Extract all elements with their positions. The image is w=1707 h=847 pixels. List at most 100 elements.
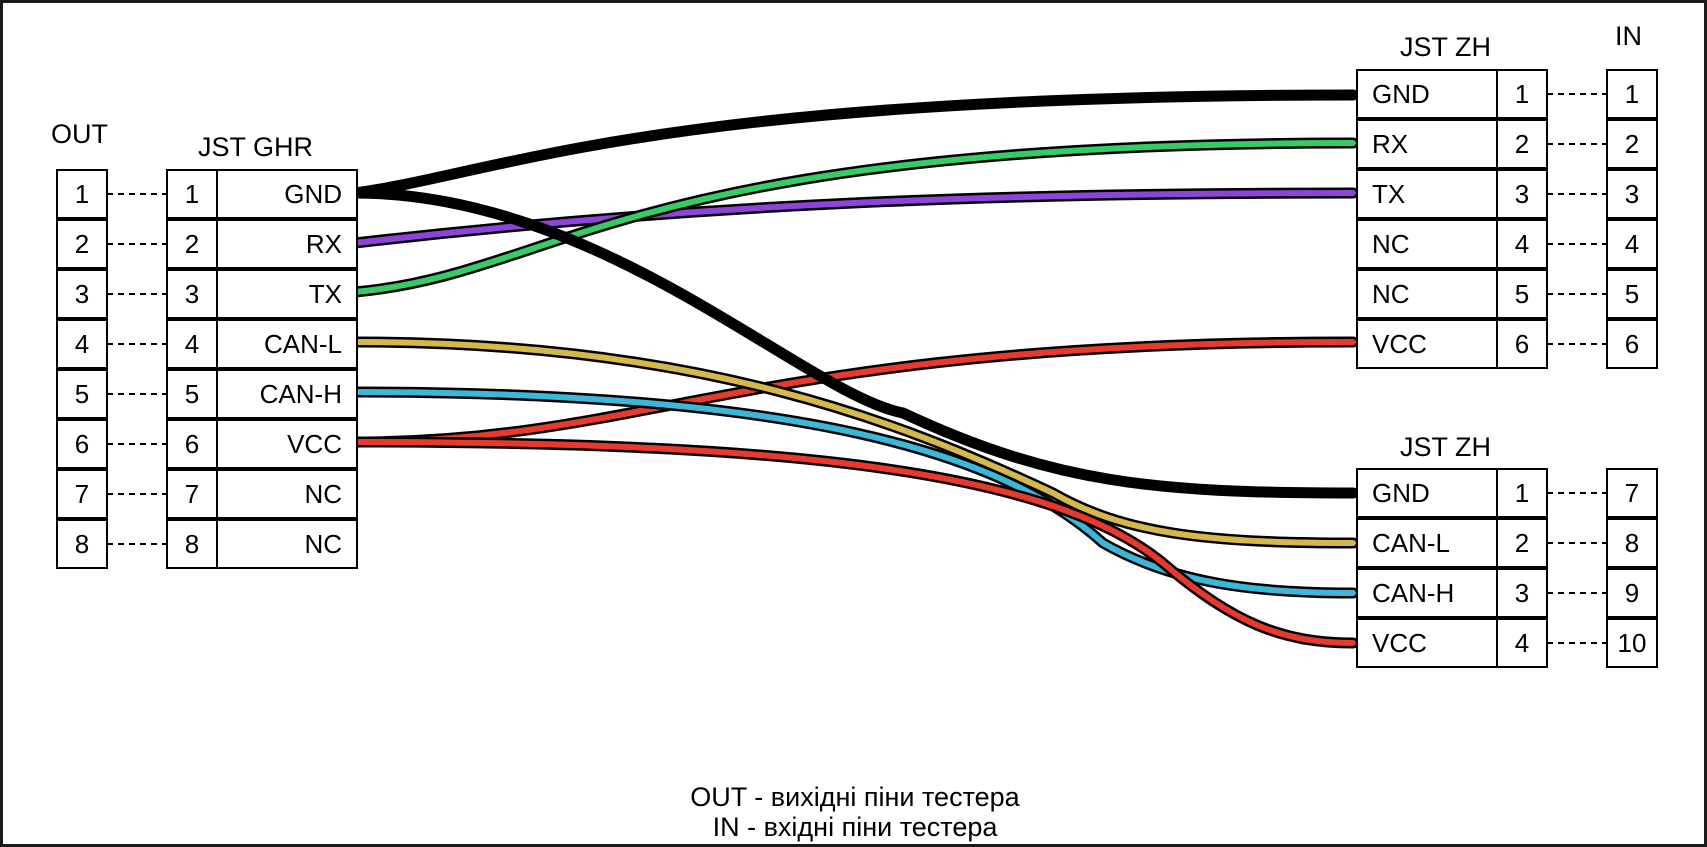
- right-bottom-pin-number: 1: [1515, 478, 1529, 508]
- right-bottom-pin-signal: GND: [1372, 478, 1430, 508]
- right-bottom-in-pin-cell: [1606, 618, 1658, 668]
- right-bottom-pin-signal: VCC: [1372, 628, 1427, 658]
- right-top-pin-num-cell: [1496, 219, 1548, 269]
- left-pin-signal: VCC: [287, 429, 342, 459]
- right-bottom-in-pin-cell: [1606, 568, 1658, 618]
- right-top-pin-signal: RX: [1372, 129, 1408, 159]
- out-pin-number: 7: [75, 479, 89, 509]
- left-pin-num-cell: [166, 319, 218, 369]
- right-top-pin-signal: NC: [1372, 229, 1410, 259]
- right-bottom-pin-number: 2: [1515, 528, 1529, 558]
- right-bottom-connector: GND 1 7 CAN-L 2 8 CAN-H 3 9 VCC 4 10: [1356, 468, 1658, 668]
- in-pin-number: 8: [1625, 528, 1639, 558]
- label-out: OUT: [51, 119, 108, 149]
- right-top-pin-num-cell: [1496, 319, 1548, 369]
- right-top-pin-number: 1: [1515, 79, 1529, 109]
- out-pin-number: 8: [75, 529, 89, 559]
- wire-tx-fill: [352, 140, 1356, 295]
- out-pins: 1 2 3 4 5 6 7 8: [56, 169, 167, 569]
- wire-vcc-bottom: [349, 436, 1359, 649]
- out-pin-cell: [56, 369, 108, 419]
- wire-vcc-top-fill: [352, 339, 1356, 445]
- right-top-pin-signal-cell: [1356, 69, 1498, 119]
- right-top-pin-signal: NC: [1372, 279, 1410, 309]
- wire-gnd-bottom: [349, 187, 1359, 499]
- left-pin-signal: CAN-L: [264, 329, 342, 359]
- right-top-pin-num-cell: [1496, 119, 1548, 169]
- wires: [349, 89, 1359, 649]
- left-pin-signal-cell: [216, 519, 358, 569]
- right-top-in-pin-cell: [1606, 119, 1658, 169]
- in-pin-number: 10: [1618, 628, 1647, 658]
- right-top-in-pin-cell: [1606, 219, 1658, 269]
- label-in: IN: [1615, 21, 1642, 51]
- wire-vcc-bottom-fill: [352, 439, 1356, 646]
- wire-can-l-fill: [352, 339, 1356, 546]
- right-top-pin-signal-cell: [1356, 219, 1498, 269]
- out-pin-number: 4: [75, 329, 89, 359]
- right-bottom-in-pin-cell: [1606, 518, 1658, 568]
- right-top-pin-signal: GND: [1372, 79, 1430, 109]
- right-top-in-pin-cell: [1606, 169, 1658, 219]
- right-top-pin-signal: TX: [1372, 179, 1405, 209]
- right-bottom-pin-signal: CAN-L: [1372, 528, 1450, 558]
- right-bottom-pin-num-cell: [1496, 468, 1548, 518]
- left-pin-signal-cell: [216, 319, 358, 369]
- left-pin-signal-cell: [216, 219, 358, 269]
- right-bottom-pin-number: 4: [1515, 628, 1529, 658]
- out-pin-cell: [56, 519, 108, 569]
- left-pin-signal-cell: [216, 269, 358, 319]
- left-pin-number: 3: [185, 279, 199, 309]
- left-pin-num-cell: [166, 219, 218, 269]
- out-pin-number: 2: [75, 229, 89, 259]
- out-pin-cell: [56, 169, 108, 219]
- right-bottom-in-pin-cell: [1606, 468, 1658, 518]
- left-pin-signal-cell: [216, 469, 358, 519]
- out-pin-number: 6: [75, 429, 89, 459]
- right-top-connector: GND 1 1 RX 2 2 TX 3 3 NC 4 4 NC 5 5 VCC 6 6: [1356, 69, 1658, 369]
- right-top-pin-number: 5: [1515, 279, 1529, 309]
- left-pin-number: 6: [185, 429, 199, 459]
- left-pin-signal: GND: [284, 179, 342, 209]
- left-pin-number: 2: [185, 229, 199, 259]
- out-pin-cell: [56, 469, 108, 519]
- right-top-pin-signal-cell: [1356, 169, 1498, 219]
- right-top-in-pin-cell: [1606, 319, 1658, 369]
- out-pin-number: 1: [75, 179, 89, 209]
- left-pin-signal-cell: [216, 169, 358, 219]
- right-bottom-pin-num-cell: [1496, 568, 1548, 618]
- left-pin-number: 8: [185, 529, 199, 559]
- right-top-pin-number: 3: [1515, 179, 1529, 209]
- left-pin-signal-cell: [216, 369, 358, 419]
- in-pin-number: 6: [1625, 329, 1639, 359]
- right-bottom-pin-num-cell: [1496, 618, 1548, 668]
- right-top-pin-number: 6: [1515, 329, 1529, 359]
- left-connector: 1 GND 2 RX 3 TX 4 CAN-L 5 CAN-H 6 VCC 7 NC 8 NC: [166, 169, 358, 569]
- right-top-pin-number: 4: [1515, 229, 1529, 259]
- label-right-top-connector: JST ZH: [1400, 32, 1491, 62]
- in-pin-number: 1: [1625, 79, 1639, 109]
- footer-line-2: IN - вхідні піни тестера: [713, 812, 999, 842]
- right-bottom-pin-signal-cell: [1356, 468, 1498, 518]
- label-right-bottom-connector: JST ZH: [1400, 432, 1491, 462]
- wire-gnd-top: [349, 89, 1359, 199]
- in-pin-number: 3: [1625, 179, 1639, 209]
- right-bottom-pin-number: 3: [1515, 578, 1529, 608]
- in-pin-number: 4: [1625, 229, 1639, 259]
- left-pin-number: 4: [185, 329, 199, 359]
- in-pin-number: 7: [1625, 478, 1639, 508]
- right-top-pin-signal: VCC: [1372, 329, 1427, 359]
- left-pin-signal: CAN-H: [260, 379, 342, 409]
- right-top-in-pin-cell: [1606, 69, 1658, 119]
- left-pin-num-cell: [166, 469, 218, 519]
- in-pin-number: 2: [1625, 129, 1639, 159]
- wire-rx-fill: [352, 190, 1356, 246]
- left-pin-signal-cell: [216, 419, 358, 469]
- left-pin-signal: TX: [309, 279, 342, 309]
- right-bottom-pin-num-cell: [1496, 518, 1548, 568]
- in-pin-number: 9: [1625, 578, 1639, 608]
- left-pin-signal: NC: [304, 529, 342, 559]
- out-pin-number: 3: [75, 279, 89, 309]
